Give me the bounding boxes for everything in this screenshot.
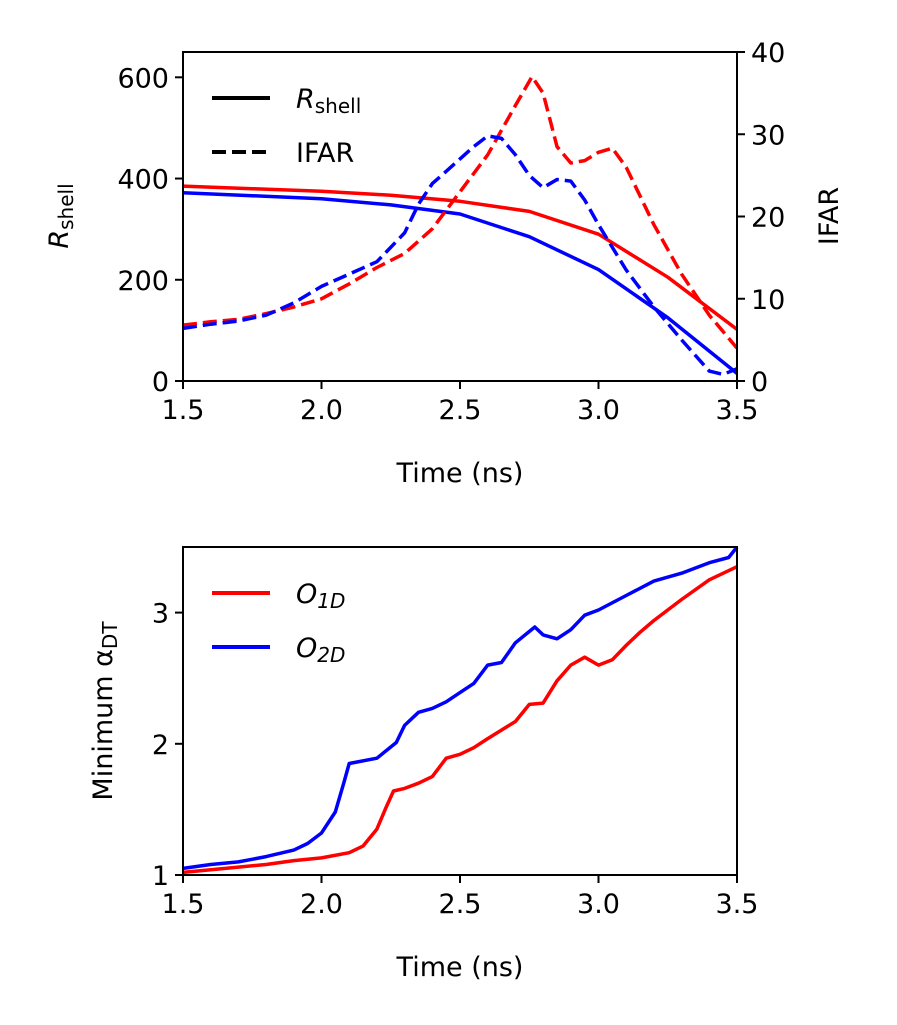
- legend-o2d-label: O2D: [296, 633, 345, 667]
- bottom-y-axis-label: Minimum αDT: [88, 621, 122, 801]
- bottom-series-line-0: [182, 565, 738, 875]
- top-x-tick-label: 1.5: [162, 395, 205, 426]
- bottom-x-tick-label: 3.5: [716, 889, 759, 920]
- top-x-tick-label: 3.5: [716, 395, 759, 426]
- top-x-tick-label: 2.0: [300, 395, 343, 426]
- top-series-group: [182, 74, 739, 377]
- top-y2-tick-label: 30: [751, 120, 785, 151]
- chart-bottom: 1.5 2.0 2.5 3.0 3.5 1 2 3 O1D O2D Time (ns) Min…: [88, 545, 759, 983]
- top-legend: Rshell IFAR: [212, 84, 361, 169]
- top-y-tick-label: 0: [152, 367, 169, 398]
- bottom-y-tick-label: 2: [152, 730, 169, 761]
- legend-ifar-label: IFAR: [296, 138, 354, 169]
- top-y2-axis-label: IFAR: [814, 187, 845, 245]
- bottom-x-tick-label: 1.5: [162, 889, 205, 920]
- bottom-x-tick-label: 2.5: [439, 889, 482, 920]
- bottom-legend: O1D O2D: [212, 579, 345, 667]
- top-y2-tick-label: 10: [751, 285, 785, 316]
- top-series-line-1: [182, 190, 739, 375]
- bottom-y-tick-label: 3: [152, 599, 169, 630]
- top-x-tick-label: 2.5: [439, 395, 482, 426]
- legend-rshell-label: Rshell: [296, 84, 361, 118]
- top-y-axis-label: Rshell: [44, 183, 78, 248]
- bottom-series-group: [182, 545, 739, 875]
- bottom-x-tick-label: 3.0: [577, 889, 620, 920]
- top-y-tick-label: 600: [117, 63, 169, 94]
- bottom-x-axis-label: Time (ns): [396, 952, 524, 983]
- top-y2-tick-label: 20: [751, 203, 785, 234]
- top-x-tick-label: 3.0: [577, 395, 620, 426]
- top-y2-tick-label: 40: [751, 38, 785, 69]
- bottom-y-tick-label: 1: [152, 861, 169, 892]
- top-series-line-2: [182, 74, 739, 350]
- top-y-tick-label: 200: [117, 266, 169, 297]
- top-series-line-0: [182, 184, 739, 331]
- bottom-x-tick-label: 2.0: [300, 889, 343, 920]
- top-y-tick-label: 400: [117, 165, 169, 196]
- top-series-line-3: [182, 134, 738, 377]
- top-y2-tick-label: 0: [751, 367, 768, 398]
- top-x-axis-label: Time (ns): [396, 458, 524, 489]
- bottom-series-line-1: [182, 545, 739, 871]
- legend-o1d-label: O1D: [296, 579, 345, 613]
- bottom-ticks-group: 1.5 2.0 2.5 3.0 3.5 1 2 3: [152, 599, 759, 920]
